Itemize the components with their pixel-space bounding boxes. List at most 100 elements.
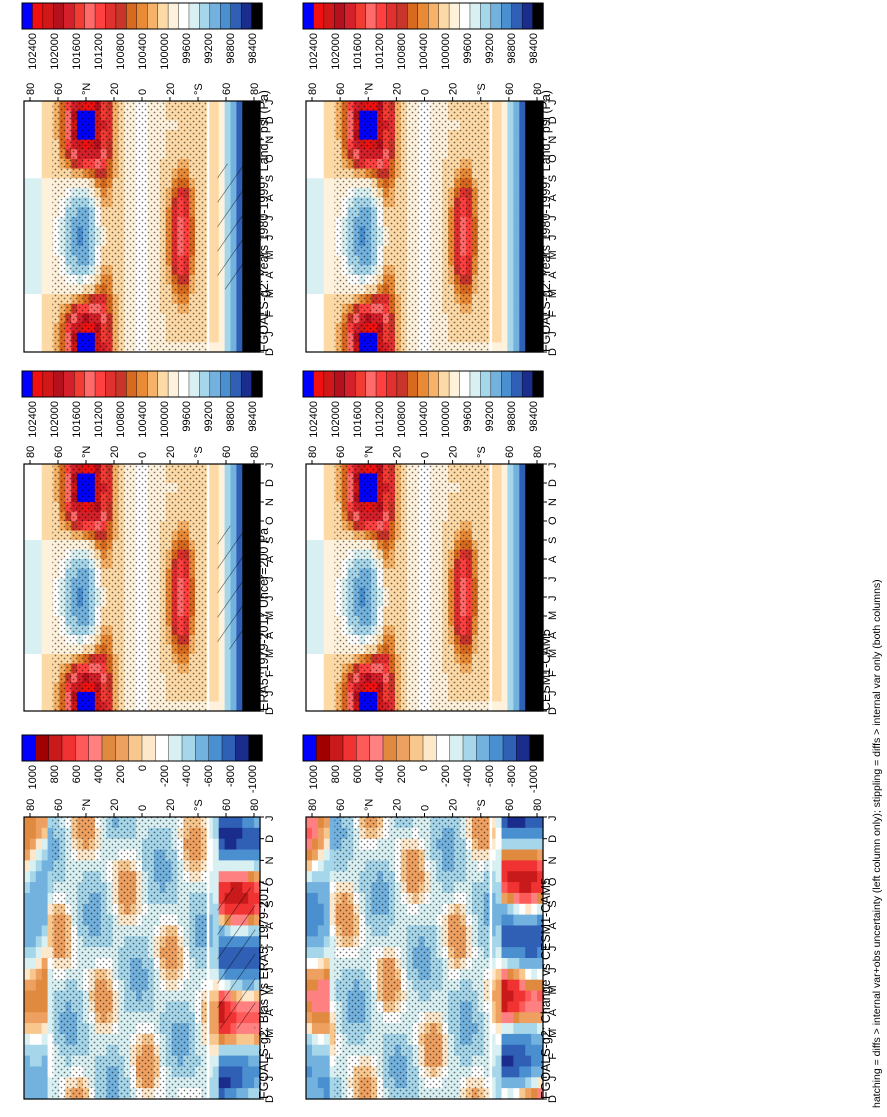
lat-tick-label: °N <box>363 83 375 95</box>
heat-cell <box>212 197 220 208</box>
heat-cell <box>495 673 503 684</box>
heat-cell <box>531 635 538 646</box>
heat-cell <box>206 502 214 513</box>
heat-cell <box>218 502 226 513</box>
heat-cell <box>47 925 55 937</box>
colorbar-tick-label: 102400 <box>27 33 39 70</box>
heat-cell <box>501 587 509 598</box>
heat-cell <box>236 342 243 353</box>
heat-cell <box>311 342 319 353</box>
heat-cell <box>41 616 49 627</box>
heat-cell <box>41 284 49 295</box>
heat-cell <box>495 101 503 112</box>
heat-cell <box>35 216 43 228</box>
heat-cell <box>29 216 37 228</box>
heat-cell <box>224 120 232 131</box>
heat-cell <box>311 530 319 541</box>
heat-cell <box>329 149 337 160</box>
heat-cell <box>35 827 43 840</box>
heat-cell <box>525 492 532 503</box>
heat-cell <box>507 597 514 608</box>
heat-cell <box>212 511 220 522</box>
heat-cell <box>501 342 509 353</box>
heat-cell <box>29 692 37 703</box>
heat-cell <box>495 511 503 522</box>
heat-cell <box>329 464 337 475</box>
heat-cell <box>218 492 226 503</box>
heat-cell <box>513 187 520 199</box>
heat-cell <box>329 342 337 353</box>
heat-cell <box>525 294 532 305</box>
heat-cell <box>35 274 43 286</box>
heat-cell <box>212 587 220 598</box>
heat-cell <box>254 207 261 218</box>
heat-cell <box>501 168 509 179</box>
heat-cell <box>531 139 538 150</box>
heat-cell <box>306 625 313 636</box>
heat-cell <box>242 701 249 712</box>
heat-cell <box>507 303 514 314</box>
heat-cell <box>323 644 331 655</box>
heat-cell <box>537 492 544 503</box>
heat-cell <box>236 663 243 674</box>
heat-cell <box>230 323 237 334</box>
heat-cell <box>501 654 509 665</box>
heat-cell <box>29 265 37 276</box>
heat-cell <box>35 860 43 872</box>
lat-tick-label: 60 <box>504 446 516 458</box>
colorbar-swatch <box>365 370 377 398</box>
heat-cell <box>489 101 497 112</box>
colorbar-swatch <box>147 2 159 30</box>
heat-cell <box>519 606 526 617</box>
heat-cell <box>206 892 214 905</box>
heat-cell <box>317 158 325 170</box>
heat-cell <box>35 587 43 598</box>
heat-cell <box>306 663 313 674</box>
heat-cell <box>501 255 509 266</box>
heat-cell <box>525 332 532 343</box>
heat-cell <box>525 502 532 513</box>
heat-cell <box>212 245 220 257</box>
lat-tick-label: 20 <box>448 446 460 458</box>
colorbar-swatch <box>323 370 335 398</box>
heat-cell <box>495 701 503 712</box>
heat-cell <box>495 149 503 160</box>
heat-cell <box>495 663 503 674</box>
heat-cell <box>47 530 55 541</box>
heat-cell <box>537 597 544 608</box>
heat-cell <box>513 236 520 247</box>
stippling-overlay <box>52 101 209 352</box>
heat-cell <box>35 635 43 646</box>
heat-cell <box>306 323 313 334</box>
heat-cell <box>501 101 509 112</box>
heat-cell <box>24 294 31 305</box>
heat-cell <box>495 216 503 228</box>
colorbar-swatch <box>167 370 180 398</box>
heat-cell <box>206 110 214 121</box>
heat-cell <box>507 511 514 522</box>
heat-cell <box>212 882 220 894</box>
heat-cell <box>218 303 226 314</box>
heat-cell <box>519 682 526 693</box>
lat-tick-label: 80 <box>307 446 319 458</box>
colorbar-swatch <box>375 370 388 398</box>
heat-cell <box>212 860 220 872</box>
heat-cell <box>35 540 43 551</box>
heat-cell <box>519 511 526 522</box>
heat-cell <box>311 236 319 247</box>
heat-cell <box>230 838 237 851</box>
heat-cell <box>306 692 313 703</box>
heat-cell <box>41 925 49 937</box>
heat-cell <box>47 294 55 305</box>
heat-cell <box>323 178 331 189</box>
heat-cell <box>41 635 49 646</box>
heat-cell <box>224 110 232 121</box>
heat-cell <box>306 245 313 257</box>
heat-cell <box>311 568 319 579</box>
heat-cell <box>519 226 526 237</box>
heat-cell <box>495 332 503 343</box>
heat-cell <box>24 274 31 286</box>
heat-cell <box>24 530 31 541</box>
heat-cell <box>254 925 261 937</box>
heat-cell <box>329 540 337 551</box>
